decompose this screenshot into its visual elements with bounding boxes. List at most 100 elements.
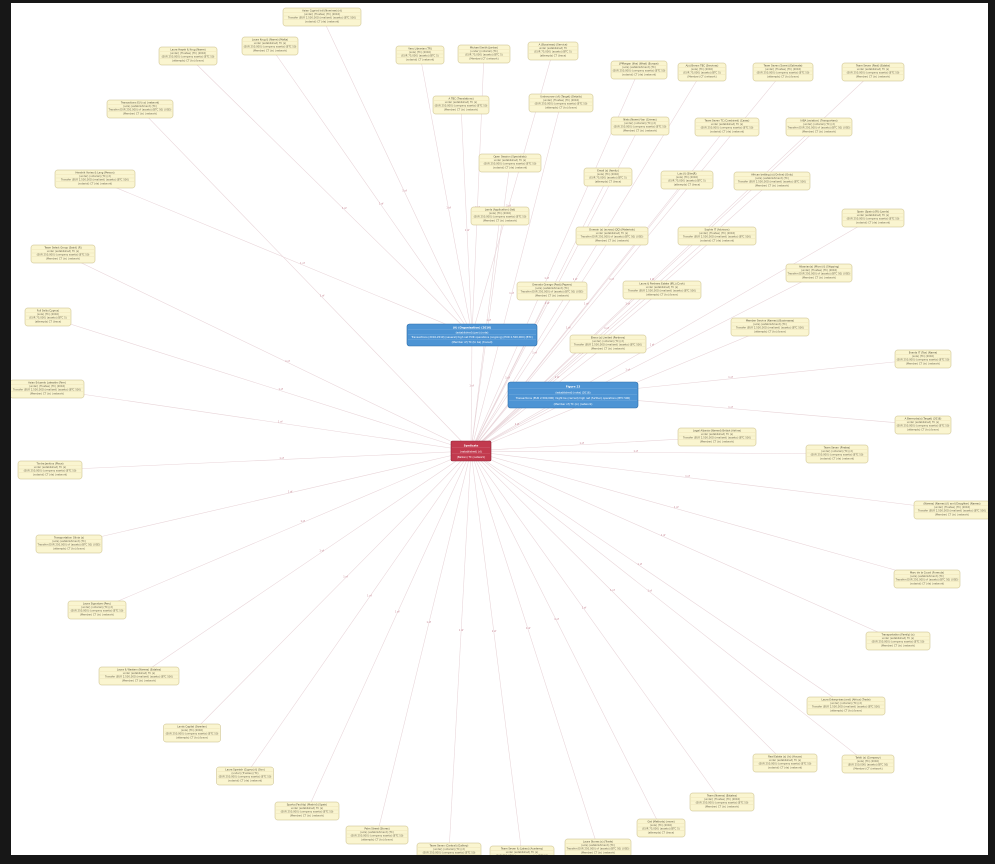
entity-node[interactable]: Transportation Olivia (s)(sole) (establi…	[35, 534, 103, 554]
entity-node[interactable]: Palm Street (Stores)(sole) (establishmen…	[345, 825, 409, 845]
entity-node[interactable]: Tindra Jenkins (Place)under (established…	[17, 460, 83, 480]
node-detail-line: (Balkan) TC (network)	[457, 455, 485, 459]
entity-node[interactable]: Very Librarian (TR)(sole) (TC) (2016)(EU…	[395, 45, 445, 65]
entity-node[interactable]: Member Service (Names) (Businesses)(sole…	[730, 317, 810, 337]
node-detail-line: Transfer (EUR 250,000) of (assets) (BTC …	[896, 578, 959, 582]
node-detail-line: Transfer (EUR 250,000) of (assets) (BTC …	[567, 847, 630, 851]
entity-node[interactable]: JPMorgan (like) (West) (Europe)(sole) (e…	[610, 60, 668, 80]
node-title: Spain (Spain) (IR) (Lands)	[857, 209, 889, 213]
entity-node[interactable]: Laura Stones (s) (Trade)(sole) (establis…	[564, 838, 632, 858]
entity-node[interactable]: Laura Krug & (Name) (Malta)under (establ…	[241, 36, 299, 56]
entity-node[interactable]: Team Seven TC (Combined) (Cases)under (e…	[694, 117, 760, 137]
entity-node[interactable]: Elena (s) Limited (Partners)(under) (not…	[569, 334, 647, 354]
entity-node[interactable]: Undercover (of) (Target) (Details)(under…	[528, 93, 594, 113]
yellow-node-box	[35, 534, 103, 554]
entity-node[interactable]: Marc de la Count (Formula)(sole) (establ…	[893, 569, 961, 589]
entity-node[interactable]: Real Estate (s) (In) (House)under (estab…	[752, 753, 818, 773]
entity-node[interactable]: Lands (Application) (list)(sole) (TC) (2…	[470, 206, 530, 226]
entity-node[interactable]: IABA (aviation) (Transporters)(under) (n…	[785, 117, 853, 137]
node-detail-line: (EUR 250,000) (company assets) (BTC 50)	[897, 358, 950, 362]
entity-node[interactable]: (Names) (Names) (I) and (Daughter) (Name…	[913, 500, 991, 520]
main-suspect-node[interactable]: Syndicate (established) (d) (Balkan) TC (n…	[450, 440, 492, 462]
entity-node[interactable]: Michael Smith (Jordan)(under) (notarial)…	[457, 44, 511, 64]
node-detail-line: Transfer (EUR 250,000) of (assets) (BTC …	[109, 108, 172, 112]
entity-node[interactable]: Team (Names) (Estates)(under) (Trustee) …	[689, 792, 755, 812]
entity-node[interactable]: Legal Albania (Named) British (Airline)u…	[677, 427, 757, 447]
entity-node[interactable]: Hendrik Vories & Lang (Person)(under) (n…	[54, 169, 136, 189]
node-detail-line: (sole) (TC) (2016)	[691, 67, 713, 71]
entity-node[interactable]: Asian Cypriot Intl (Nominee) (d)(under) …	[282, 7, 362, 27]
yellow-node-box	[677, 226, 757, 246]
edge-label: 1 of	[459, 629, 464, 632]
entity-node[interactable]: Laura Signature (Peru)(under) (notarial)…	[67, 600, 127, 620]
entity-node[interactable]: A (Bussiness) (Service)under (establishe…	[527, 41, 579, 61]
entity-node[interactable]: Laura & Partners Estate (IRL) (Cook)unde…	[622, 280, 702, 300]
entity-node[interactable]: Team Seven (Some) (Estimate)(under) (Tru…	[752, 62, 814, 82]
node-detail-line: under (established) TC (s)	[857, 67, 889, 71]
entity-node[interactable]: Sophie IT (Advisors)(under) (Trustee) (T…	[677, 226, 757, 246]
entity-node[interactable]: Sports (Facility) (Madrid) (Spain)under …	[274, 801, 340, 821]
entity-node[interactable]: Laura & Western (Names) (Estates)under (…	[98, 666, 180, 686]
entity-node[interactable]: Grenada Grange (Past) (Papers)(sole) (es…	[516, 281, 588, 301]
entity-node[interactable]: African betting (s) (Online) (Only)(sole…	[733, 171, 811, 191]
node-detail-line: (sole) (establishment) (TC)	[535, 286, 568, 290]
node-detail-line: (attempts) CT (trace)	[595, 179, 622, 183]
entity-node[interactable]: Transportation (Family) (s)under (establ…	[865, 631, 931, 651]
organisation-node[interactable]: Figure 23 (established) (note) (2016) Tran…	[507, 381, 639, 409]
entity-node[interactable]: Team Select Group (Saint) (R)under (esta…	[30, 244, 96, 264]
entity-node[interactable]: Transactions EU (co) (network)(sole) (es…	[106, 99, 174, 119]
yellow-node-box	[752, 62, 814, 82]
entity-node[interactable]: Events IT (Tax) (Name)(sole) (TC) (2016)…	[894, 349, 952, 369]
entity-node[interactable]: Niels (Name) Van (Crimes)(under) (notari…	[610, 116, 670, 136]
node-detail-line: (attempts) CT (to) (trace)	[53, 546, 85, 550]
yellow-node-box	[893, 569, 961, 589]
node-title: Team Select Group (Saint) (R)	[44, 245, 81, 249]
edge-label: 1 of	[728, 376, 733, 379]
node-detail-line: Transfer (EUR 2,500,000) (realised) (ass…	[683, 436, 751, 440]
entity-node[interactable]: Spain (Spain) (IR) (Lands)under (establi…	[841, 208, 905, 228]
organisation-node[interactable]: (A) (Organisation) (2016)(established) (…	[406, 323, 538, 347]
entity-node[interactable]: Laura Enterprises (and) (Africa) (Trade)…	[806, 696, 886, 716]
node-title: Michael Smith (Jordan)	[470, 45, 498, 49]
entity-node[interactable]: Email (s) (family)(sole) (TC) (2016)(EUR…	[583, 167, 633, 187]
node-title: Laura Signature (Peru)	[83, 601, 111, 605]
node-detail-line: (EUR 250,000) (company assets) (BTC 50)	[162, 55, 215, 59]
node-title: Team Seven (Some) (Estimate)	[764, 63, 803, 67]
edge-label: 1 of	[486, 319, 491, 322]
node-detail-line: (Member) CT (in) (network)	[444, 107, 478, 111]
edge-line	[470, 289, 663, 452]
yellow-node-box	[610, 116, 670, 136]
entity-node[interactable]: Laura Spanish (Cyprus) & (Son)(under) (T…	[216, 766, 274, 786]
node-detail-line: (sole) (establishment) (TC)	[581, 843, 614, 847]
node-detail-line: Transactions (2016-2019) (several) high …	[411, 335, 532, 339]
entity-node[interactable]: Team Seven (Pirates)(under) (notarial) (…	[805, 444, 869, 464]
entity-node[interactable]: Tahiti (s) (Company)(sole) (TC) (2016)(E…	[841, 754, 895, 774]
entity-node[interactable]: A(s) Brown TBC (Services)(sole) (TC) (20…	[677, 62, 727, 82]
entity-node[interactable]: Asian Eduardo Lakeside (Firm)(under) (Tr…	[9, 379, 85, 399]
yellow-node-box	[528, 93, 594, 113]
entity-node[interactable]: Domain (s) (across) (QQ) (Materials)unde…	[575, 226, 649, 246]
edge-line	[191, 450, 472, 734]
entity-node[interactable]: Luis (I) (SlimJR)(sole) (TC) (2016)(EUR …	[660, 170, 714, 190]
yellow-node-box	[282, 7, 362, 27]
yellow-node-box	[785, 263, 853, 283]
entity-node[interactable]: Full Sells (Cyprus)(sole) (TC) (2016)(EU…	[24, 307, 72, 327]
edge-line	[470, 450, 723, 803]
node-title: Transportation Olivia (s)	[54, 535, 84, 539]
node-detail-line: (EUR 250,000) (company assets) (BTC 50)	[535, 102, 588, 106]
entity-node[interactable]: Lands Capital (Sweden)(sole) (TC) (2016)…	[163, 723, 221, 743]
entity-node[interactable]: Get (Methods) (more)(sole) (TC) (2016)(E…	[636, 818, 686, 838]
yellow-node-box	[677, 62, 727, 82]
entity-node[interactable]: Team Seven (Real) (Estate)under (establi…	[841, 62, 905, 82]
entity-node[interactable]: Laura Hayek & Krug (Name)(under) (Truste…	[158, 46, 218, 66]
entity-node[interactable]: A Bermuda(s) (Target) (2016)under (estab…	[894, 415, 952, 435]
node-title: Team Seven (Pirates)	[824, 445, 850, 449]
entity-node[interactable]: Albanian(s) (Micro) & (Shipping)(under) …	[785, 263, 853, 283]
node-title: Laura Hayek & Krug (Name)	[170, 47, 205, 51]
entity-node[interactable]: Open Session (Specialists)under (establi…	[478, 153, 542, 173]
node-detail-line: (EUR 250,000) (company assets) (BTC 50)	[757, 71, 810, 75]
node-detail-line: under (established) TC (s)	[596, 231, 628, 235]
entity-node[interactable]: A TBC (Translations)under (established) …	[432, 95, 490, 115]
